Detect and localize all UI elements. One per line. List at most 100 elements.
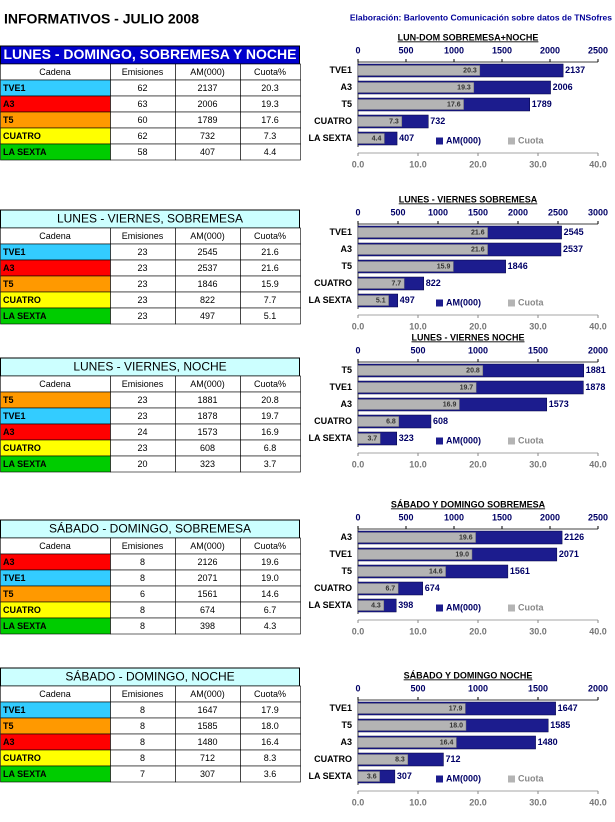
channel-name: T5 [3,279,14,289]
category-label: CUATRO [314,416,352,426]
top-tick-label: 1500 [492,45,512,55]
table-value: 4.3 [264,621,277,631]
column-header: Cadena [39,541,71,551]
channel-name: TVE1 [3,411,26,421]
table-value: 6 [140,589,145,599]
table-value: 8 [140,737,145,747]
cuota-bar [357,133,385,144]
channel-name: A3 [3,737,15,747]
table-value: 14.6 [261,589,279,599]
bottom-tick-label: 10.0 [409,797,427,807]
legend-label: AM(000) [446,297,481,307]
table-value: 398 [200,621,215,631]
top-tick-label: 2000 [588,345,608,355]
category-label: TVE1 [329,382,352,392]
table-cell [0,733,111,751]
bottom-tick-label: 10.0 [409,626,427,636]
am-label: 407 [399,133,414,143]
table-value: 8 [140,557,145,567]
bottom-tick-label: 30.0 [529,626,547,636]
column-header: AM(000) [190,379,225,389]
table-cell [0,391,111,409]
cuota-label: 19.7 [460,384,474,391]
top-tick-label: 0 [355,345,360,355]
bottom-tick-label: 0.0 [352,321,365,331]
bottom-tick-label: 10.0 [409,459,427,469]
legend-label: AM(000) [446,602,481,612]
table-value: 8 [140,573,145,583]
cuota-label: 17.9 [449,705,463,712]
category-label: LA SEXTA [308,295,352,305]
cuota-bar [357,244,488,255]
chart-title: LUNES - VIERNES NOCHE [411,332,524,342]
top-tick-label: 2500 [588,512,608,522]
cuota-bar [357,754,409,765]
am-label: 732 [430,116,445,126]
table-cell [0,275,111,293]
table-value: 23 [137,395,147,405]
cuota-bar [357,227,488,238]
table-value: 21.6 [261,247,279,257]
cuota-label: 7.3 [389,118,399,125]
table-value: 15.9 [261,279,279,289]
category-label: LA SEXTA [308,433,352,443]
table-title: LUNES - VIERNES, SOBREMESA [57,212,243,226]
category-label: LA SEXTA [308,600,352,610]
column-header: Cuota% [254,541,286,551]
cuota-bar [357,399,460,410]
category-label: A3 [340,399,352,409]
cuota-label: 3.6 [367,773,377,780]
table-cell [0,95,111,113]
bottom-tick-label: 30.0 [529,797,547,807]
am-label: 323 [399,433,414,443]
legend-label: AM(000) [446,773,481,783]
table-value: 2126 [197,557,217,567]
cuota-bar [357,65,481,76]
top-tick-label: 500 [410,345,425,355]
table-value: 2006 [197,99,217,109]
table-cell [0,423,111,441]
top-tick-label: 2500 [588,45,608,55]
table-value: 23 [137,443,147,453]
table-cell [240,307,301,325]
table-value: 2537 [197,263,217,273]
am-label: 2071 [559,549,579,559]
am-label: 1846 [508,261,528,271]
table-value: 497 [200,311,215,321]
legend-swatch [508,137,515,145]
table-value: 63 [137,99,147,109]
top-tick-label: 3000 [588,207,608,217]
am-label: 2126 [564,532,584,542]
bottom-tick-label: 20.0 [469,159,487,169]
top-tick-label: 2000 [540,512,560,522]
category-label: CUATRO [314,754,352,764]
chart-title: SÁBADO Y DOMINGO NOCHE [404,670,533,680]
top-tick-label: 0 [355,683,360,693]
cuota-label: 14.6 [429,568,443,575]
source-note: Elaboración: Barlovento Comunicación sob… [350,12,612,22]
table-value: 18.0 [261,721,279,731]
table-value: 407 [200,147,215,157]
table-value: 307 [200,769,215,779]
table-value: 1647 [197,705,217,715]
table-value: 24 [137,427,147,437]
table-value: 19.6 [261,557,279,567]
cuota-label: 4.4 [372,135,382,142]
cuota-label: 17.6 [447,101,461,108]
legend-label: Cuota [518,297,544,307]
am-label: 822 [426,278,441,288]
table-value: 732 [200,131,215,141]
legend-swatch [436,604,443,612]
table-value: 16.9 [261,427,279,437]
table-value: 8 [140,605,145,615]
category-label: T5 [341,99,352,109]
top-tick-label: 1000 [468,683,488,693]
column-header: Cuota% [254,689,286,699]
channel-name: T5 [3,395,14,405]
cuota-bar [357,278,405,289]
top-tick-label: 1000 [468,345,488,355]
table-value: 822 [200,295,215,305]
channel-name: CUATRO [3,295,41,305]
channel-name: TVE1 [3,247,26,257]
legend-label: AM(000) [446,435,481,445]
